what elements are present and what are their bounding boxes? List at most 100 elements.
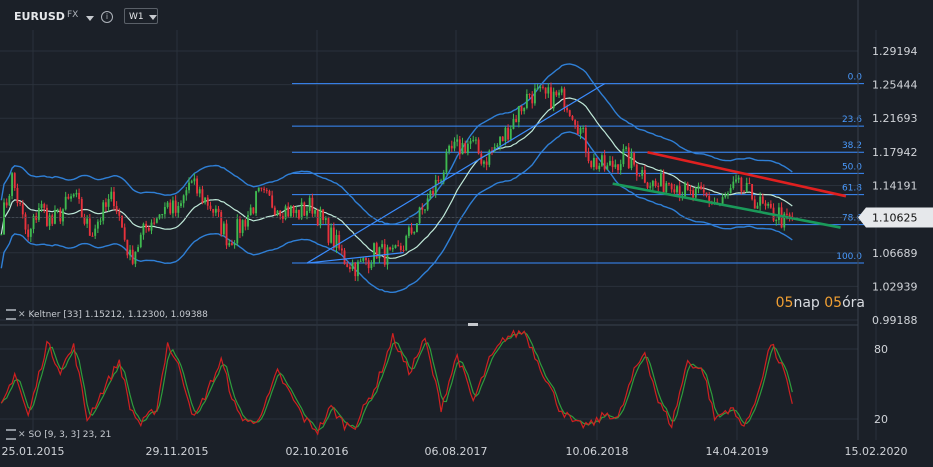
candle-body xyxy=(150,222,153,231)
candle-body xyxy=(504,127,507,141)
close-icon[interactable]: ✕ xyxy=(18,310,26,320)
candle-body xyxy=(576,124,579,134)
candle-body xyxy=(493,146,496,151)
candle-body xyxy=(276,210,279,215)
candle-body xyxy=(515,119,518,123)
timeframe-select[interactable]: W1 xyxy=(124,8,158,24)
keltner-middle: 1.12300 xyxy=(127,310,165,320)
candle-body xyxy=(86,218,89,224)
candle-body xyxy=(579,128,582,134)
candle-body xyxy=(185,190,188,196)
candle-body xyxy=(373,243,375,264)
candle-body xyxy=(783,213,786,228)
candle-body xyxy=(161,214,164,216)
stoch-k-line xyxy=(0,329,793,436)
candle-body xyxy=(225,223,228,246)
candle-body xyxy=(78,192,81,199)
candle-body xyxy=(75,192,78,195)
candle-body xyxy=(62,209,64,222)
candle-body xyxy=(324,218,327,221)
candle-body xyxy=(244,220,247,227)
fib-level-label: 38.2 xyxy=(842,141,862,151)
candle-body xyxy=(370,263,373,269)
candle-body xyxy=(153,222,156,224)
candle-body xyxy=(139,234,142,248)
candle-body xyxy=(399,245,402,250)
candle-body xyxy=(48,215,51,226)
candle-body xyxy=(236,219,239,244)
candle-body xyxy=(528,93,531,95)
candle-body xyxy=(51,215,54,224)
candle-body xyxy=(123,227,126,240)
candle-body xyxy=(287,206,290,217)
keltner-channel xyxy=(0,63,793,293)
trendlines[interactable] xyxy=(306,83,847,264)
candle-body xyxy=(239,219,241,233)
candle-body xyxy=(410,227,413,234)
candle-body xyxy=(724,195,727,198)
candle-body xyxy=(348,266,351,270)
info-icon[interactable]: i xyxy=(101,11,113,23)
candle-body xyxy=(255,191,257,214)
candle-body xyxy=(196,178,199,194)
candle-body xyxy=(424,209,426,211)
candle-body xyxy=(590,161,593,167)
fib-level-label: 61.8 xyxy=(842,184,862,194)
time-tick-label: 25.01.2015 xyxy=(2,445,65,458)
close-icon[interactable]: ✕ xyxy=(18,430,26,440)
candle-body xyxy=(188,182,190,191)
candle-body xyxy=(72,194,75,197)
candle-body xyxy=(180,203,182,206)
keltner-upper-band xyxy=(0,63,793,225)
candle-body xyxy=(147,227,150,231)
source-label[interactable]: FX xyxy=(67,10,79,20)
candle-body xyxy=(601,155,603,166)
candle-body xyxy=(555,91,558,96)
candle-body xyxy=(574,119,577,125)
candle-body xyxy=(421,207,424,210)
candle-body xyxy=(107,199,110,207)
candle-body xyxy=(619,164,622,171)
candlestick-series xyxy=(0,82,794,282)
symbol-label[interactable]: EURUSD xyxy=(14,10,65,23)
fib-level-label: 23.6 xyxy=(842,115,862,125)
candle-body xyxy=(702,189,705,193)
source-dropdown-chevron-down-icon[interactable] xyxy=(86,16,94,21)
candle-body xyxy=(753,199,756,209)
time-tick-label: 06.08.2017 xyxy=(425,445,488,458)
stoch-tick-label: 80 xyxy=(874,343,888,356)
candle-body xyxy=(80,198,83,217)
indicator-settings-icon[interactable] xyxy=(6,429,16,440)
candle-body xyxy=(174,200,177,213)
price-tick-label: 0.99188 xyxy=(872,314,918,327)
candle-body xyxy=(407,227,410,236)
candle-body xyxy=(295,209,298,214)
candle-body xyxy=(11,173,14,196)
candle-body xyxy=(413,232,416,234)
candle-body xyxy=(351,262,354,270)
candle-body xyxy=(745,182,748,192)
so-params: [9, 3, 3] xyxy=(44,430,80,440)
candle-body xyxy=(544,87,547,94)
candle-body xyxy=(54,210,56,224)
candle-body xyxy=(582,127,585,129)
candle-body xyxy=(268,190,271,196)
candle-body xyxy=(429,190,432,199)
current-price-tag xyxy=(858,207,933,228)
candle-body xyxy=(386,247,389,265)
keltner-label: Keltner xyxy=(28,310,61,320)
candle-body xyxy=(40,204,43,208)
candle-body xyxy=(145,223,148,228)
candle-body xyxy=(638,175,641,177)
candle-body xyxy=(686,183,689,190)
candle-body xyxy=(212,208,215,213)
candle-body xyxy=(732,181,735,189)
candle-body xyxy=(603,155,606,170)
candle-body xyxy=(627,147,630,169)
candle-body xyxy=(172,200,174,214)
candle-body xyxy=(670,183,673,190)
indicator-settings-icon[interactable] xyxy=(6,309,16,320)
candle-body xyxy=(542,86,544,88)
candle-body xyxy=(448,145,451,152)
